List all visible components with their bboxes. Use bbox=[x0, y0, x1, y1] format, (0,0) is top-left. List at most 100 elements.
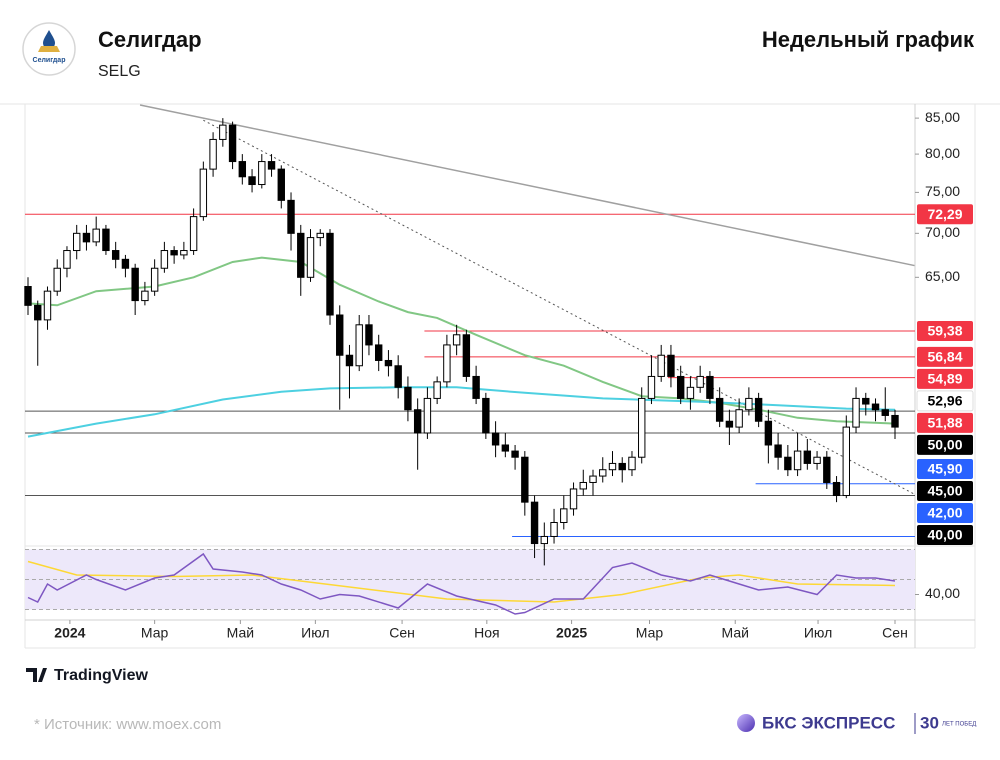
candle-body bbox=[258, 161, 266, 186]
candle-body bbox=[881, 409, 889, 416]
candle-body bbox=[316, 232, 324, 239]
logo-bar bbox=[38, 46, 60, 52]
candle-body bbox=[764, 420, 773, 446]
candle-body bbox=[550, 521, 558, 537]
logo-drop bbox=[43, 30, 55, 49]
price-tag bbox=[917, 434, 973, 455]
candle-body bbox=[696, 375, 704, 388]
candle-body bbox=[355, 324, 363, 367]
price-tag-label: 59,38 bbox=[927, 323, 962, 339]
candle-body bbox=[852, 397, 860, 428]
x-tick-label: Май bbox=[227, 625, 254, 641]
price-tag bbox=[917, 503, 973, 523]
x-tick-label: Мар bbox=[636, 625, 664, 641]
rsi-ma-line bbox=[27, 560, 896, 603]
candle-body bbox=[501, 444, 510, 452]
price-tag bbox=[917, 481, 973, 501]
candle-body bbox=[599, 469, 607, 477]
candle-body bbox=[199, 168, 208, 218]
candle-body bbox=[170, 250, 178, 256]
candle-body bbox=[686, 386, 695, 399]
candle-body bbox=[628, 456, 636, 471]
candle-body bbox=[180, 250, 188, 256]
x-tick-label: 2025 bbox=[556, 625, 587, 641]
rsi-line bbox=[27, 552, 896, 615]
candle-body bbox=[530, 501, 539, 545]
candle-body bbox=[238, 161, 247, 178]
price-tag bbox=[917, 459, 973, 479]
candle-body bbox=[569, 488, 578, 510]
candle-body bbox=[404, 386, 412, 411]
candle-body bbox=[608, 462, 617, 471]
candle-body bbox=[121, 258, 130, 269]
candle-body bbox=[24, 286, 32, 306]
logo-text: Селигдар bbox=[33, 57, 66, 64]
candle-body bbox=[871, 403, 880, 411]
candle-body bbox=[891, 414, 899, 428]
tv-logo bbox=[26, 668, 47, 682]
candle-body bbox=[287, 199, 295, 234]
bks-logo bbox=[737, 714, 755, 732]
candle-body bbox=[647, 375, 656, 399]
candle-body bbox=[560, 508, 568, 523]
price-tag bbox=[917, 320, 973, 341]
price-tag-label: 52,96 bbox=[927, 393, 962, 409]
x-tick-label: Май bbox=[722, 625, 749, 641]
y-tick-label: 85,00 bbox=[925, 109, 960, 125]
candle-body bbox=[92, 228, 100, 243]
candle-body bbox=[326, 232, 334, 316]
price-tag bbox=[917, 412, 973, 433]
x-tick-label: Сен bbox=[882, 625, 908, 641]
publisher: БКС ЭКСПРЕСС bbox=[762, 713, 895, 732]
candle-body bbox=[267, 161, 276, 170]
candle-body bbox=[365, 324, 373, 346]
badge-text: ЛЕТ ПОБЕД bbox=[942, 722, 976, 728]
candle-body bbox=[745, 397, 753, 411]
source: * Источник: www.moex.com bbox=[34, 716, 221, 733]
candle-body bbox=[793, 450, 802, 471]
price-tag bbox=[917, 346, 973, 367]
rsi-tick-label: 40,00 bbox=[925, 585, 960, 601]
candle-body bbox=[345, 354, 354, 367]
price-tag bbox=[916, 390, 974, 412]
price-tag-label: 50,00 bbox=[927, 437, 962, 453]
y-tick-label: 65,00 bbox=[925, 268, 960, 284]
candle-body bbox=[482, 397, 490, 434]
x-tick-label: 2024 bbox=[54, 625, 85, 641]
tv-brand: TradingView bbox=[54, 667, 149, 684]
y-tick-label: 70,00 bbox=[925, 224, 960, 240]
price-tag-label: 45,90 bbox=[927, 461, 962, 477]
candle-body bbox=[228, 124, 237, 163]
candle-body bbox=[540, 535, 549, 545]
candle-body bbox=[102, 228, 110, 252]
moving-average bbox=[27, 386, 896, 438]
price-tag bbox=[917, 204, 973, 225]
candle-body bbox=[823, 456, 831, 483]
candle-body bbox=[472, 375, 480, 399]
plot: 85,00 80,00 75,00 70,00 65,00 2024 Мар Май Июл Се… bbox=[24, 104, 974, 641]
candle-body bbox=[589, 475, 597, 483]
period: Недельный график bbox=[762, 27, 975, 52]
candle-body bbox=[306, 237, 315, 278]
candle-body bbox=[374, 344, 383, 361]
candle-body bbox=[813, 456, 821, 464]
candle-body bbox=[53, 267, 61, 292]
badge-number: 30 bbox=[920, 713, 939, 732]
candle-body bbox=[618, 462, 626, 471]
candle-body bbox=[706, 375, 714, 399]
candle-body bbox=[462, 334, 471, 377]
candle-body bbox=[725, 420, 734, 428]
candle-body bbox=[394, 365, 402, 388]
x-tick-label: Сен bbox=[389, 625, 415, 641]
price-tag bbox=[917, 525, 973, 545]
candle-body bbox=[73, 232, 81, 252]
candle-body bbox=[676, 375, 685, 399]
trendline bbox=[139, 104, 915, 267]
candle-body bbox=[803, 450, 812, 464]
candle-body bbox=[521, 456, 529, 503]
candle-body bbox=[657, 354, 665, 377]
trendline bbox=[203, 119, 915, 495]
price-tag-label: 51,88 bbox=[927, 415, 962, 431]
